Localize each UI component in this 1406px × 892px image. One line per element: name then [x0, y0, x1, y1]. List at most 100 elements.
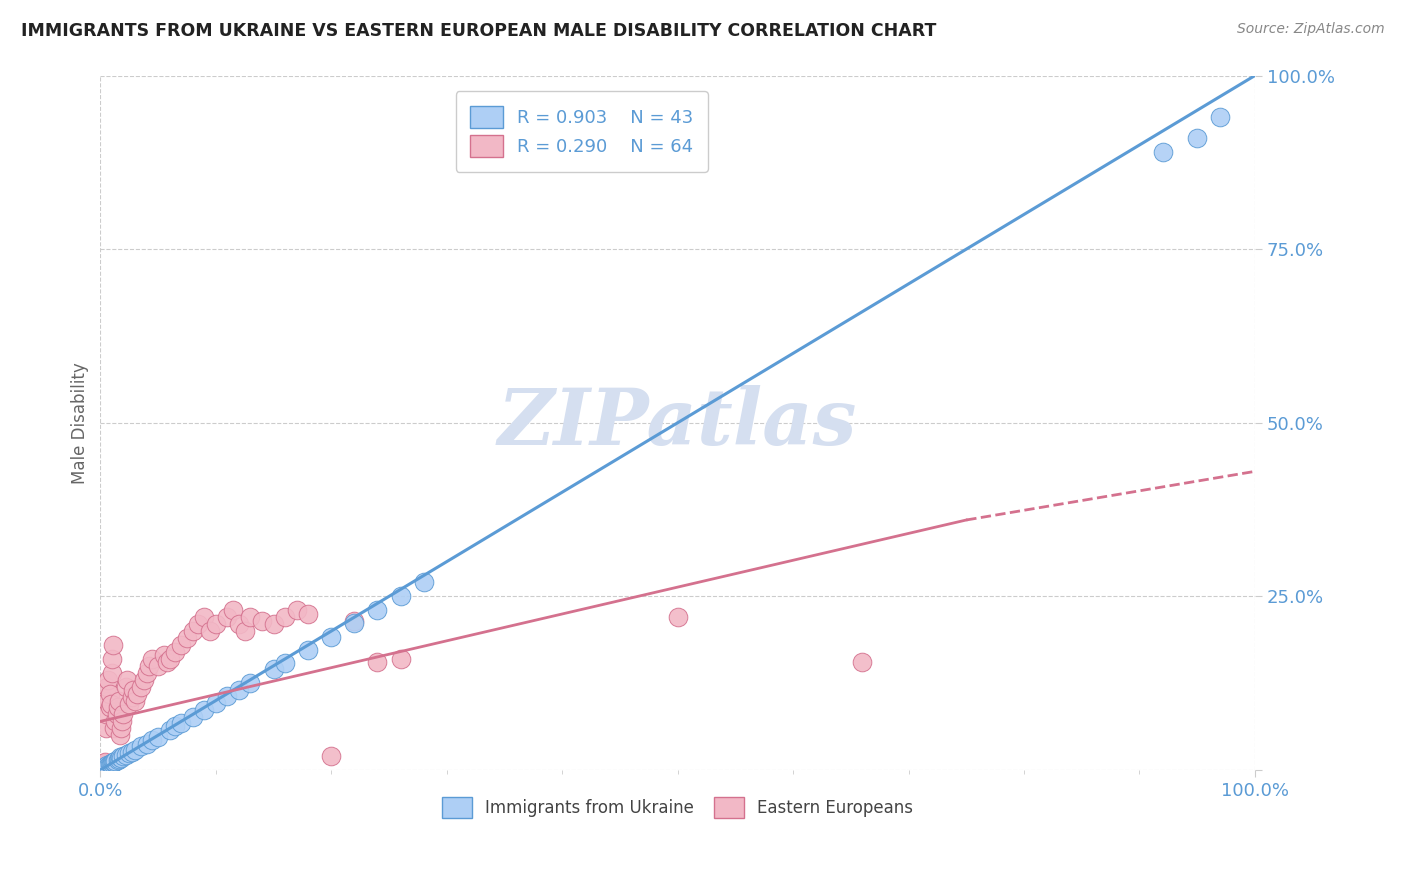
Point — [103, 722, 125, 736]
Point — [121, 683, 143, 698]
Point — [94, 755, 117, 769]
Point — [135, 737, 157, 751]
Point — [91, 757, 114, 772]
Point — [90, 759, 112, 773]
Point — [343, 614, 366, 628]
Point — [112, 749, 135, 764]
Point — [297, 643, 319, 657]
Point — [110, 751, 132, 765]
Point — [101, 665, 124, 680]
Point — [851, 656, 873, 670]
Point — [193, 610, 215, 624]
Point — [228, 617, 250, 632]
Point — [121, 745, 143, 759]
Point — [107, 753, 129, 767]
Point — [134, 673, 156, 687]
Point — [118, 747, 141, 761]
Point — [135, 665, 157, 680]
Point — [170, 716, 193, 731]
Point — [108, 750, 131, 764]
Point — [193, 702, 215, 716]
Point — [118, 697, 141, 711]
Point — [121, 690, 143, 704]
Point — [108, 752, 131, 766]
Point — [96, 680, 118, 694]
Point — [389, 652, 412, 666]
Point — [104, 714, 127, 729]
Point — [321, 749, 343, 764]
Point — [233, 624, 256, 639]
Point — [115, 673, 138, 687]
Point — [297, 607, 319, 621]
Point — [114, 747, 136, 762]
Point — [204, 617, 226, 632]
Point — [101, 755, 124, 769]
Point — [96, 758, 118, 772]
Point — [146, 658, 169, 673]
Point — [366, 602, 388, 616]
Point — [239, 676, 262, 690]
Point — [165, 719, 187, 733]
Point — [1209, 110, 1232, 124]
Point — [129, 680, 152, 694]
Point — [124, 743, 146, 757]
Point — [170, 638, 193, 652]
Point — [101, 638, 124, 652]
Point — [228, 683, 250, 698]
Point — [108, 728, 131, 742]
Point — [94, 761, 117, 775]
Point — [159, 723, 181, 737]
Point — [1187, 131, 1209, 145]
Point — [108, 693, 131, 707]
Point — [101, 756, 124, 770]
Point — [263, 662, 285, 676]
Point — [412, 575, 434, 590]
Point — [285, 603, 308, 617]
Point — [124, 693, 146, 707]
Point — [103, 756, 125, 770]
Point — [94, 707, 117, 722]
Point — [176, 631, 198, 645]
Point — [222, 603, 245, 617]
Point — [93, 759, 115, 773]
Point — [97, 673, 120, 687]
Point — [98, 687, 121, 701]
Y-axis label: Male Disability: Male Disability — [72, 362, 89, 483]
Point — [111, 714, 134, 729]
Point — [343, 615, 366, 630]
Point — [98, 757, 121, 772]
Point — [204, 696, 226, 710]
Point — [146, 730, 169, 744]
Point — [198, 624, 221, 639]
Legend: Immigrants from Ukraine, Eastern Europeans: Immigrants from Ukraine, Eastern Europea… — [436, 790, 920, 824]
Point — [114, 680, 136, 694]
Point — [100, 697, 122, 711]
Point — [110, 722, 132, 736]
Point — [187, 617, 209, 632]
Point — [141, 733, 163, 747]
Point — [153, 648, 176, 663]
Point — [366, 656, 388, 670]
Point — [165, 645, 187, 659]
Point — [112, 707, 135, 722]
Point — [97, 759, 120, 773]
Point — [94, 722, 117, 736]
Point — [321, 630, 343, 644]
Point — [96, 693, 118, 707]
Point — [389, 589, 412, 603]
Point — [217, 610, 239, 624]
Point — [141, 652, 163, 666]
Point — [274, 656, 297, 670]
Point — [104, 754, 127, 768]
Point — [101, 652, 124, 666]
Point — [156, 656, 179, 670]
Text: ZIPatlas: ZIPatlas — [498, 384, 858, 461]
Point — [107, 700, 129, 714]
Point — [127, 687, 149, 701]
Point — [98, 700, 121, 714]
Point — [129, 739, 152, 754]
Point — [250, 614, 273, 628]
Point — [181, 624, 204, 639]
Point — [217, 690, 239, 704]
Point — [181, 709, 204, 723]
